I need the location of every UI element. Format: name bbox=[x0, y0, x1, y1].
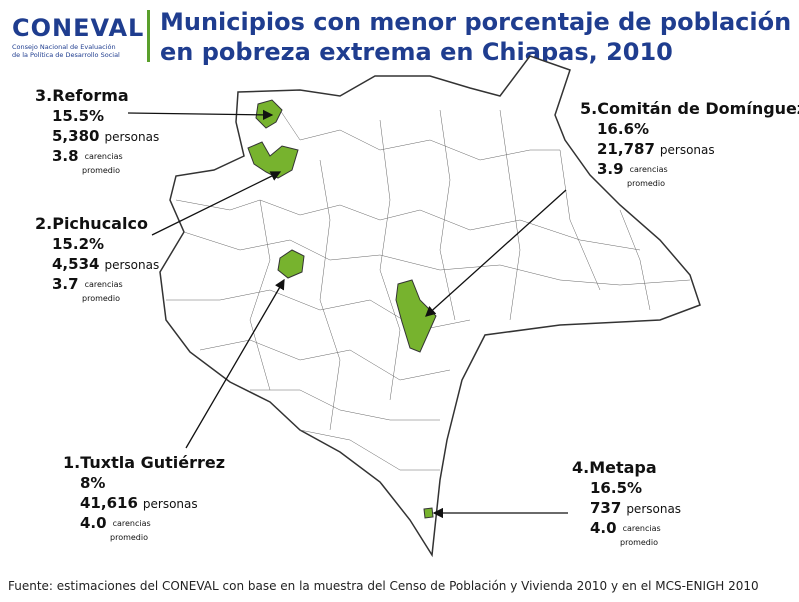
deficiencies-unit: carencias bbox=[113, 519, 151, 528]
people-unit: personas bbox=[660, 143, 715, 157]
arrow bbox=[151, 171, 282, 236]
municipality-name: 2.Pichucalco bbox=[35, 214, 148, 233]
title: en pobreza extrema en Chiapas, 2010 bbox=[160, 38, 673, 66]
divider bbox=[147, 10, 150, 62]
deficiencies-unit: carencias bbox=[630, 165, 668, 174]
people: 4,534 bbox=[52, 255, 99, 273]
deficiencies: 3.9 bbox=[597, 160, 624, 178]
people-unit: personas bbox=[104, 130, 159, 144]
deficiencies-unit: promedio bbox=[110, 533, 148, 542]
logo: CONEVAL bbox=[12, 14, 144, 42]
tuxtla-area bbox=[277, 249, 305, 279]
deficiencies-unit: carencias bbox=[623, 524, 661, 533]
percent: 16.5% bbox=[590, 479, 642, 497]
arrow bbox=[127, 109, 274, 121]
logo-subtitle: de la Política de Desarrollo Social bbox=[12, 51, 120, 59]
municipality-name: 4.Metapa bbox=[572, 458, 657, 477]
municipality-name: 5.Comitán de Domínguez bbox=[580, 99, 799, 118]
deficiencies: 3.8 bbox=[52, 147, 79, 165]
deficiencies-unit: promedio bbox=[627, 179, 665, 188]
municipality-borders bbox=[166, 109, 691, 471]
deficiencies: 4.0 bbox=[590, 519, 617, 537]
comitan-area bbox=[395, 279, 437, 353]
people: 737 bbox=[590, 499, 621, 517]
municipality-name: 3.Reforma bbox=[35, 86, 129, 105]
arrow bbox=[185, 278, 285, 449]
people: 21,787 bbox=[597, 140, 655, 158]
percent: 16.6% bbox=[597, 120, 649, 138]
deficiencies-unit: carencias bbox=[85, 152, 123, 161]
people: 41,616 bbox=[80, 494, 138, 512]
percent: 15.5% bbox=[52, 107, 104, 125]
people-unit: personas bbox=[104, 258, 159, 272]
title: Municipios con menor porcentaje de pobla… bbox=[160, 8, 791, 36]
deficiencies: 4.0 bbox=[80, 514, 107, 532]
people-unit: personas bbox=[626, 502, 681, 516]
deficiencies: 3.7 bbox=[52, 275, 79, 293]
municipality-name: 1.Tuxtla Gutiérrez bbox=[63, 453, 225, 472]
people-unit: personas bbox=[143, 497, 198, 511]
percent: 15.2% bbox=[52, 235, 104, 253]
state-outline bbox=[159, 55, 701, 558]
metapa-area bbox=[423, 507, 434, 519]
deficiencies-unit: promedio bbox=[82, 294, 120, 303]
deficiencies-unit: promedio bbox=[82, 166, 120, 175]
arrows bbox=[127, 109, 568, 519]
source: Fuente: estimaciones del CONEVAL con bas… bbox=[8, 579, 759, 593]
annotations: 3.Reforma 15.5% 5,380 personas 3.8 carencias p… bbox=[35, 86, 799, 547]
logo-subtitle: Consejo Nacional de Evaluación bbox=[12, 43, 116, 51]
deficiencies-unit: promedio bbox=[620, 538, 658, 547]
arrow bbox=[425, 189, 567, 317]
deficiencies-unit: carencias bbox=[85, 280, 123, 289]
percent: 8% bbox=[80, 474, 105, 492]
people: 5,380 bbox=[52, 127, 99, 145]
pichucalco-area bbox=[247, 141, 299, 179]
